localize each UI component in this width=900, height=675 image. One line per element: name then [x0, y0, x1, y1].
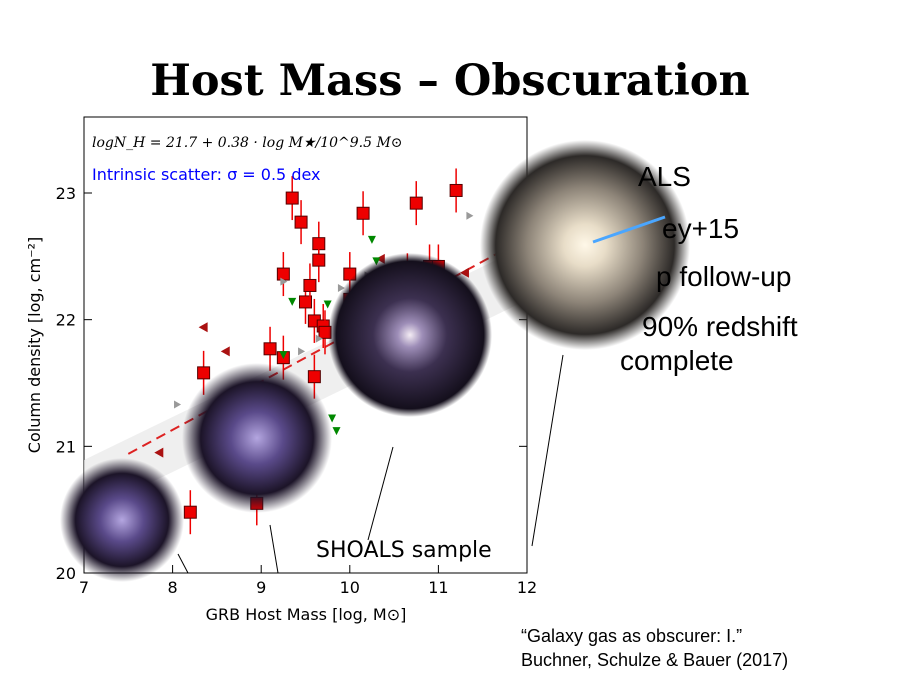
- citation-line-1: “Galaxy gas as obscurer: I.”: [521, 626, 743, 646]
- citation-line-2: Buchner, Schulze & Bauer (2017): [521, 650, 789, 670]
- data-point: [220, 346, 230, 357]
- data-point: [332, 427, 341, 436]
- x-tick-label: 8: [168, 578, 178, 597]
- pointer-line-1: [177, 553, 189, 574]
- data-point: [323, 300, 332, 309]
- data-point: [449, 183, 463, 197]
- data-point: [279, 351, 288, 360]
- fit-formula: logN_H = 21.7 + 0.38 · log M★/10^9.5 M⊙: [92, 135, 403, 151]
- bullet-5: complete: [620, 345, 734, 376]
- fit-line: [127, 236, 528, 455]
- data-point: [337, 284, 345, 292]
- data-point: [294, 215, 308, 229]
- data-point: [307, 370, 321, 384]
- bullet-4: 90% redshift: [642, 311, 798, 342]
- x-tick-label: 11: [428, 578, 448, 597]
- x-tick-label: 12: [517, 578, 537, 597]
- citation: “Galaxy gas as obscurer: I.” Buchner, Sc…: [521, 624, 891, 672]
- data-point: [367, 235, 376, 244]
- data-point: [197, 366, 211, 380]
- bullet-1: ALS: [638, 161, 691, 192]
- data-point: [299, 295, 312, 309]
- data-point: [183, 505, 197, 519]
- data-point: [312, 253, 326, 267]
- galaxy-irregular-large-image: [182, 363, 332, 513]
- data-point: [263, 342, 277, 356]
- data-point: [303, 278, 317, 292]
- data-point: [466, 211, 474, 220]
- data-point: [356, 206, 370, 220]
- galaxy-jet: [592, 215, 666, 244]
- y-tick-label: 20: [56, 564, 76, 583]
- pointer-line-4: [531, 354, 564, 547]
- data-point: [315, 334, 323, 343]
- galaxy-elliptical-image: [480, 140, 690, 350]
- x-axis-label: GRB Host Mass [log, M⊙]: [206, 605, 407, 624]
- y-tick-label: 22: [56, 311, 76, 330]
- data-point: [298, 347, 306, 356]
- data-point: [288, 297, 297, 306]
- y-tick-label: 21: [56, 437, 76, 456]
- bullet-3: p follow-up: [656, 261, 792, 292]
- data-point: [276, 267, 290, 281]
- galaxy-irregular-small-image: [60, 458, 184, 582]
- data-point: [328, 414, 337, 423]
- y-tick-label: 23: [56, 184, 76, 203]
- data-point: [198, 322, 208, 333]
- data-point: [409, 196, 423, 210]
- axis-ticks: 7 8 9 10 11 12 20 21 22 23: [56, 184, 538, 597]
- data-point: [154, 447, 164, 458]
- x-tick-label: 10: [340, 578, 360, 597]
- y-axis-label: Column density [log, cm⁻²]: [25, 237, 44, 453]
- galaxy-spiral-image: [328, 253, 492, 417]
- intrinsic-scatter-note: Intrinsic scatter: σ = 0.5 dex: [92, 165, 321, 184]
- data-point: [459, 267, 469, 278]
- data-point: [280, 277, 288, 286]
- bullet-2: ey+15: [662, 213, 740, 244]
- data-point: [285, 191, 299, 205]
- slide-title: Host Mass – Obscuration: [150, 56, 750, 106]
- shoals-sample-label: SHOALS sample: [316, 538, 492, 563]
- pointer-line-3: [367, 446, 394, 541]
- x-tick-label: 7: [79, 578, 89, 597]
- x-tick-label: 9: [256, 578, 266, 597]
- pointer-line-2: [269, 524, 279, 574]
- data-point: [174, 400, 182, 409]
